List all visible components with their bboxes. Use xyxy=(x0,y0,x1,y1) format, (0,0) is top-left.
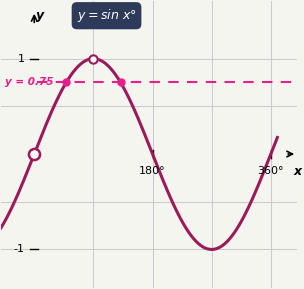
Text: 180°: 180° xyxy=(139,166,166,177)
Text: x: x xyxy=(294,166,302,179)
Text: 360°: 360° xyxy=(257,166,284,177)
Text: y = 0.75: y = 0.75 xyxy=(5,77,53,88)
Text: $y = \mathit{sin}\ x°$: $y = \mathit{sin}\ x°$ xyxy=(77,7,136,24)
Text: y: y xyxy=(36,9,44,22)
Text: 1: 1 xyxy=(17,54,24,64)
Text: -1: -1 xyxy=(13,244,24,254)
